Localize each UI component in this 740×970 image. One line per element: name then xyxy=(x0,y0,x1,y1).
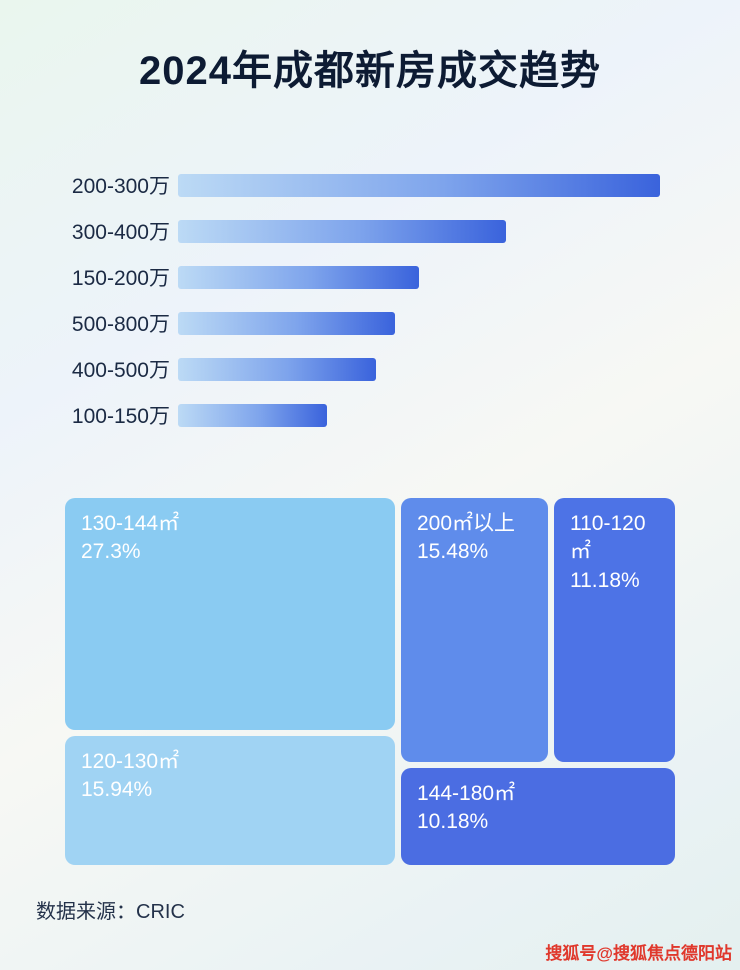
bar-track xyxy=(178,311,660,335)
bar-row: 400-500万 xyxy=(58,346,660,392)
bar-fill xyxy=(178,357,376,381)
treemap-block-value: 15.94% xyxy=(81,778,153,802)
page-title: 2024年成都新房成交趋势 xyxy=(139,49,601,93)
bar-row: 300-400万 xyxy=(58,208,660,254)
bar-chart: 200-300万 300-400万 150-200万 500-800万 400-… xyxy=(0,162,740,438)
treemap-block: 130-144㎡ 27.3% xyxy=(65,498,395,730)
bar-fill xyxy=(178,219,506,243)
bar-label: 100-150万 xyxy=(71,405,170,428)
bar-fill xyxy=(178,265,419,289)
treemap-block-label: 120-130㎡ xyxy=(81,750,180,773)
bar-fill xyxy=(178,403,328,427)
treemap-block: 144-180㎡ 10.18% xyxy=(401,768,675,865)
treemap-block-value: 11.18% xyxy=(570,568,640,592)
bar-fill xyxy=(178,173,660,197)
treemap-block-label: 110-120㎡ xyxy=(570,512,646,564)
bar-track xyxy=(178,403,660,427)
bar-track xyxy=(178,357,660,381)
bar-label: 400-500万 xyxy=(71,359,170,382)
bar-row: 100-150万 xyxy=(58,392,660,438)
treemap-block-value: 10.18% xyxy=(417,810,489,834)
treemap-block: 200㎡以上 15.48% xyxy=(401,498,548,762)
bar-fill xyxy=(178,311,395,335)
treemap-block-value: 27.3% xyxy=(81,540,141,564)
treemap-block-label: 144-180㎡ xyxy=(417,782,516,805)
bar-label: 300-400万 xyxy=(71,221,170,244)
bar-track xyxy=(178,219,660,243)
bar-label: 200-300万 xyxy=(71,175,170,198)
treemap-block: 120-130㎡ 15.94% xyxy=(65,736,395,865)
data-source: 数据来源：CRIC xyxy=(36,901,185,923)
watermark: 搜狐号@搜狐焦点德阳站 xyxy=(545,944,732,963)
treemap-chart: 130-144㎡ 27.3% 120-130㎡ 15.94% 200㎡以上 15… xyxy=(65,498,675,865)
bar-track xyxy=(178,173,660,197)
treemap-block-label: 130-144㎡ xyxy=(81,512,180,535)
bar-row: 150-200万 xyxy=(58,254,660,300)
treemap-block-label: 200㎡以上 xyxy=(417,512,516,535)
bar-row: 200-300万 xyxy=(58,162,660,208)
treemap-block-value: 15.48% xyxy=(417,540,489,564)
bar-label: 500-800万 xyxy=(71,313,170,336)
treemap-block: 110-120㎡ 11.18% xyxy=(554,498,675,762)
bar-track xyxy=(178,265,660,289)
bar-row: 500-800万 xyxy=(58,300,660,346)
bar-label: 150-200万 xyxy=(71,267,170,290)
